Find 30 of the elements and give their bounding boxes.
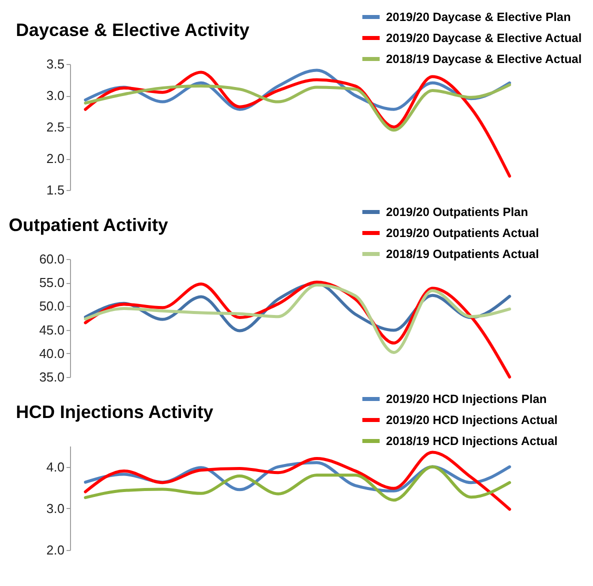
- y-tick-label: 3.0: [46, 500, 64, 516]
- legend-label: 2019/20 HCD Injections Actual: [386, 413, 558, 427]
- y-tick-label: 1.5: [46, 182, 64, 198]
- y-tick-label: 4.0: [46, 459, 64, 474]
- y-tick-label: 35.0: [39, 370, 64, 384]
- legend-label: 2019/20 Outpatients Actual: [386, 226, 539, 240]
- y-tick-label: 60.0: [39, 252, 64, 266]
- line-series: [84, 83, 512, 132]
- legend-label: 2018/19 Daycase & Elective Actual: [386, 52, 582, 66]
- y-tick-label: 50.0: [39, 298, 64, 314]
- legend-label: 2019/20 Daycase & Elective Plan: [386, 10, 571, 24]
- y-tick-label: 3.5: [46, 56, 64, 72]
- y-tick-label: 2.0: [46, 542, 64, 558]
- y-tick-label: 3.0: [46, 88, 64, 103]
- y-tick-label: 2.0: [46, 151, 64, 166]
- legend-label: 2018/19 Outpatients Actual: [386, 247, 539, 261]
- chart-title: Outpatient Activity: [8, 215, 168, 235]
- legend-label: 2019/20 HCD Injections Plan: [386, 392, 547, 406]
- y-tick-label: 45.0: [39, 322, 64, 338]
- legend-label: 2018/19 HCD Injections Actual: [386, 434, 558, 448]
- chart-title: Daycase & Elective Activity: [16, 20, 250, 40]
- line-series: [84, 465, 512, 502]
- line-series: [84, 450, 512, 511]
- line-series: [84, 283, 512, 354]
- y-tick-label: 2.5: [46, 120, 64, 134]
- y-tick-label: 55.0: [39, 275, 64, 290]
- chart-title: HCD Injections Activity: [16, 402, 214, 422]
- legend-label: 2019/20 Daycase & Elective Actual: [386, 31, 582, 45]
- legend-label: 2019/20 Outpatients Plan: [386, 205, 528, 219]
- y-tick-label: 40.0: [39, 346, 64, 361]
